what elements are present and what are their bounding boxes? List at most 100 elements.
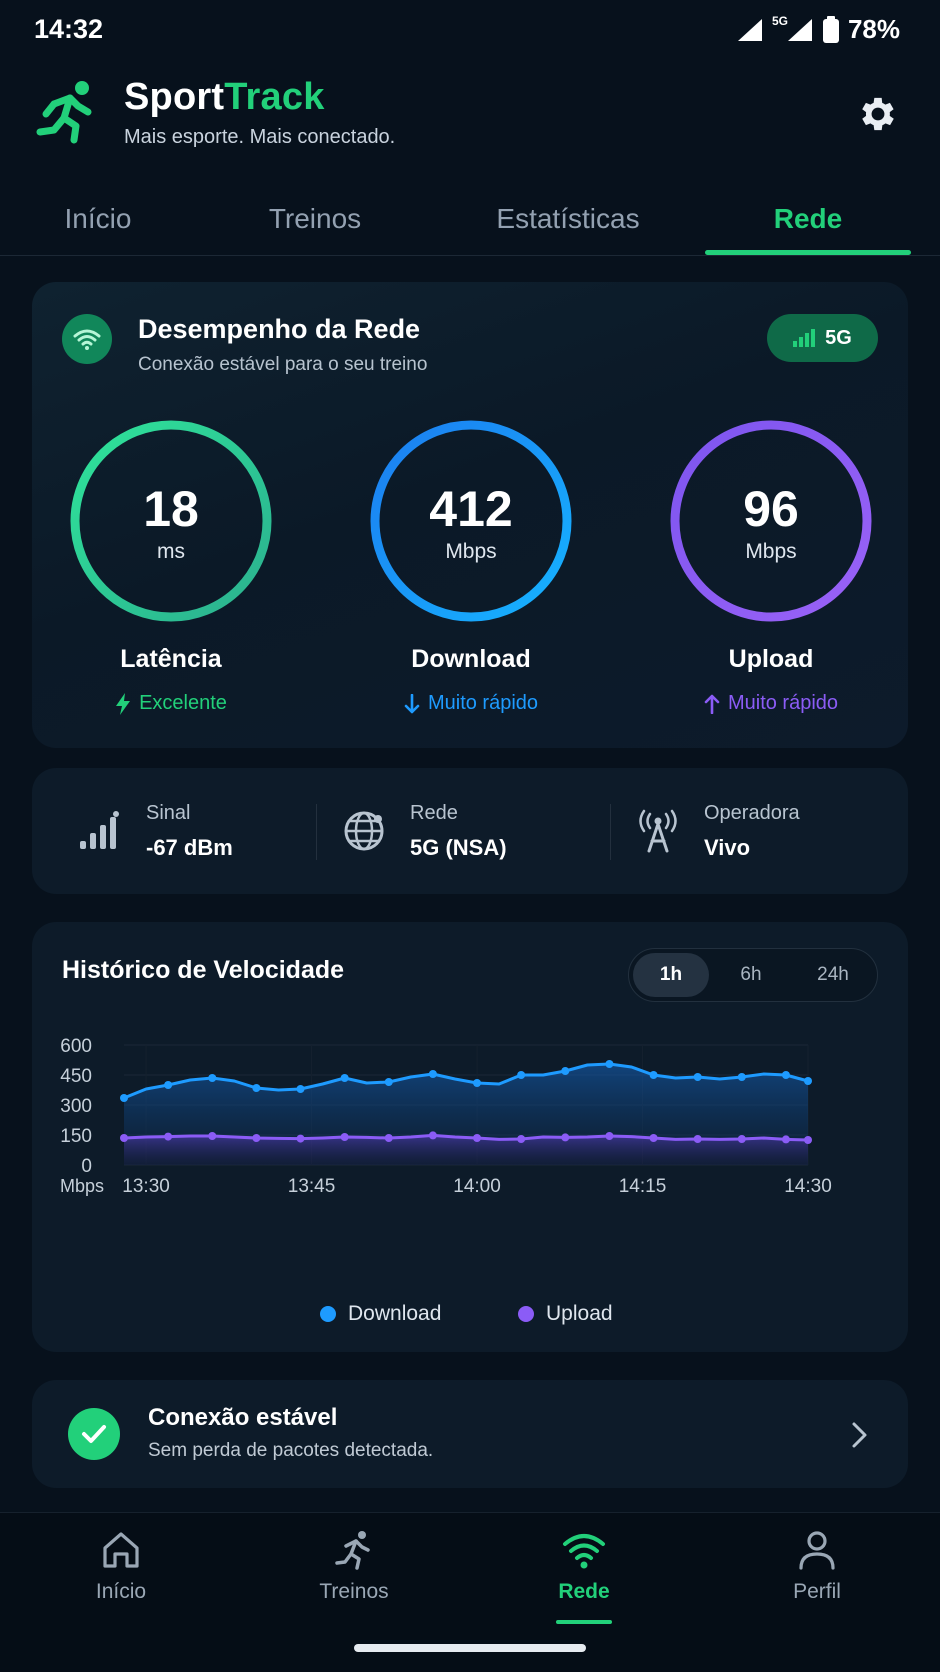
user-icon bbox=[799, 1531, 835, 1570]
data-point-upload bbox=[164, 1132, 173, 1141]
upload-status: Muito rápido bbox=[641, 692, 901, 715]
wifi-badge bbox=[62, 314, 112, 364]
data-point-download bbox=[208, 1074, 217, 1082]
data-point-upload bbox=[252, 1134, 261, 1142]
data-point-upload bbox=[781, 1135, 790, 1144]
check-icon bbox=[82, 1425, 106, 1443]
y-axis-unit-label: Mbps bbox=[60, 1176, 104, 1196]
wifi-icon bbox=[563, 1534, 605, 1569]
y-tick-label: 0 bbox=[81, 1156, 92, 1177]
network-type-label: 5G bbox=[771, 13, 788, 28]
battery-icon bbox=[822, 15, 839, 43]
check-badge bbox=[68, 1408, 120, 1460]
wifi-icon bbox=[73, 329, 101, 350]
data-point-upload bbox=[737, 1135, 746, 1143]
data-point-upload bbox=[605, 1132, 614, 1140]
data-point-download bbox=[605, 1060, 614, 1068]
data-point-download bbox=[252, 1084, 261, 1092]
data-point-download bbox=[804, 1077, 812, 1085]
range-6h-button[interactable]: 6h bbox=[740, 964, 762, 985]
network-performance-card bbox=[32, 282, 908, 748]
nav-perfil[interactable]: Perfil bbox=[742, 1528, 892, 1604]
data-point-upload bbox=[208, 1132, 217, 1140]
chevron-right-icon[interactable] bbox=[846, 1420, 872, 1450]
arrow-up-icon bbox=[704, 694, 720, 714]
latency-unit: ms bbox=[157, 540, 185, 563]
antenna-icon bbox=[639, 809, 677, 853]
gear-icon[interactable] bbox=[856, 92, 900, 136]
top-tabs: Início Treinos Estatísticas Rede bbox=[0, 190, 940, 256]
stable-subtitle: Sem perda de pacotes detectada. bbox=[148, 1440, 434, 1461]
connection-stable-banner[interactable] bbox=[32, 1380, 908, 1488]
nav-treinos[interactable]: Treinos bbox=[279, 1528, 429, 1604]
data-point-download bbox=[781, 1071, 790, 1079]
lightning-icon bbox=[116, 692, 131, 715]
speed-history-chart: 600 450 300 150 0 13:30 13:45 14:00 14:15 14:30 Mb… bbox=[60, 1036, 832, 1197]
network-info: Rede 5G (NSA) bbox=[342, 768, 507, 894]
battery-percent: 78% bbox=[847, 14, 900, 44]
signal-bars-icon bbox=[793, 329, 816, 347]
runner-icon bbox=[335, 1531, 370, 1570]
upload-value: 96 bbox=[743, 481, 799, 537]
nav-rede[interactable]: Rede bbox=[509, 1528, 659, 1604]
data-point-upload bbox=[693, 1135, 702, 1143]
download-value: 412 bbox=[429, 481, 513, 537]
latency-gauge: 18 ms bbox=[68, 418, 274, 624]
latency-label: Latência bbox=[120, 645, 222, 673]
legend-download: Download bbox=[320, 1302, 441, 1326]
data-point-download bbox=[384, 1078, 393, 1086]
range-1h-button[interactable]: 1h bbox=[633, 953, 709, 997]
time-range-selector: 1h 6h 24h bbox=[628, 948, 878, 1002]
network-type-badge: 5G bbox=[767, 314, 878, 362]
download-unit: Mbps bbox=[445, 540, 497, 563]
download-label: Download bbox=[411, 645, 531, 673]
legend-upload-dot bbox=[518, 1306, 534, 1322]
x-tick-label: 14:30 bbox=[784, 1176, 832, 1197]
legend-upload: Upload bbox=[518, 1302, 613, 1326]
x-tick-label: 13:30 bbox=[122, 1176, 170, 1197]
tab-inicio[interactable]: Início bbox=[64, 203, 132, 234]
data-point-upload bbox=[120, 1134, 128, 1142]
tab-estatisticas[interactable]: Estatísticas bbox=[496, 203, 640, 234]
y-tick-label: 300 bbox=[60, 1096, 92, 1117]
data-point-upload bbox=[428, 1131, 437, 1140]
nav-inicio[interactable]: Início bbox=[46, 1528, 196, 1604]
status-time: 14:32 bbox=[34, 14, 104, 44]
data-point-upload bbox=[517, 1135, 526, 1143]
y-tick-label: 150 bbox=[60, 1126, 92, 1147]
data-point-download bbox=[649, 1071, 658, 1079]
network-card-subtitle: Conexão estável para o seu treino bbox=[138, 354, 428, 375]
data-point-upload bbox=[649, 1134, 658, 1142]
network-card-title: Desempenho da Rede bbox=[138, 314, 421, 344]
tab-rede[interactable]: Rede bbox=[773, 203, 843, 234]
data-point-download bbox=[164, 1081, 173, 1089]
x-tick-label: 13:45 bbox=[288, 1176, 336, 1197]
network-info-card: Sinal -67 dBm Rede 5G (NSA) Operadora Vi… bbox=[32, 768, 908, 894]
status-icons: 5G 78% bbox=[736, 14, 900, 45]
signal-icon bbox=[787, 18, 812, 41]
legend-download-dot bbox=[320, 1306, 336, 1322]
range-24h-button[interactable]: 24h bbox=[817, 964, 849, 985]
data-point-upload bbox=[340, 1133, 349, 1141]
data-point-download bbox=[473, 1079, 482, 1087]
arrow-down-icon bbox=[404, 693, 420, 713]
signal-icon bbox=[737, 18, 762, 41]
data-point-upload bbox=[296, 1134, 305, 1143]
stable-title: Conexão estável bbox=[148, 1404, 338, 1431]
data-point-download bbox=[693, 1073, 702, 1081]
data-point-download bbox=[561, 1067, 570, 1075]
home-indicator bbox=[354, 1644, 586, 1652]
data-point-upload bbox=[561, 1133, 570, 1142]
data-point-download bbox=[340, 1074, 349, 1082]
signal-strength-icon bbox=[80, 811, 119, 849]
latency-value: 18 bbox=[143, 481, 199, 537]
info-divider bbox=[316, 804, 317, 860]
data-point-download bbox=[120, 1094, 128, 1102]
app-tagline: Mais esporte. Mais conectado. bbox=[124, 126, 396, 148]
info-divider bbox=[610, 804, 611, 860]
download-status: Muito rápido bbox=[341, 692, 601, 715]
series-area-upload bbox=[124, 1135, 808, 1165]
runner-logo-icon bbox=[36, 81, 92, 144]
tab-treinos[interactable]: Treinos bbox=[268, 203, 362, 234]
x-tick-label: 14:15 bbox=[619, 1176, 667, 1197]
